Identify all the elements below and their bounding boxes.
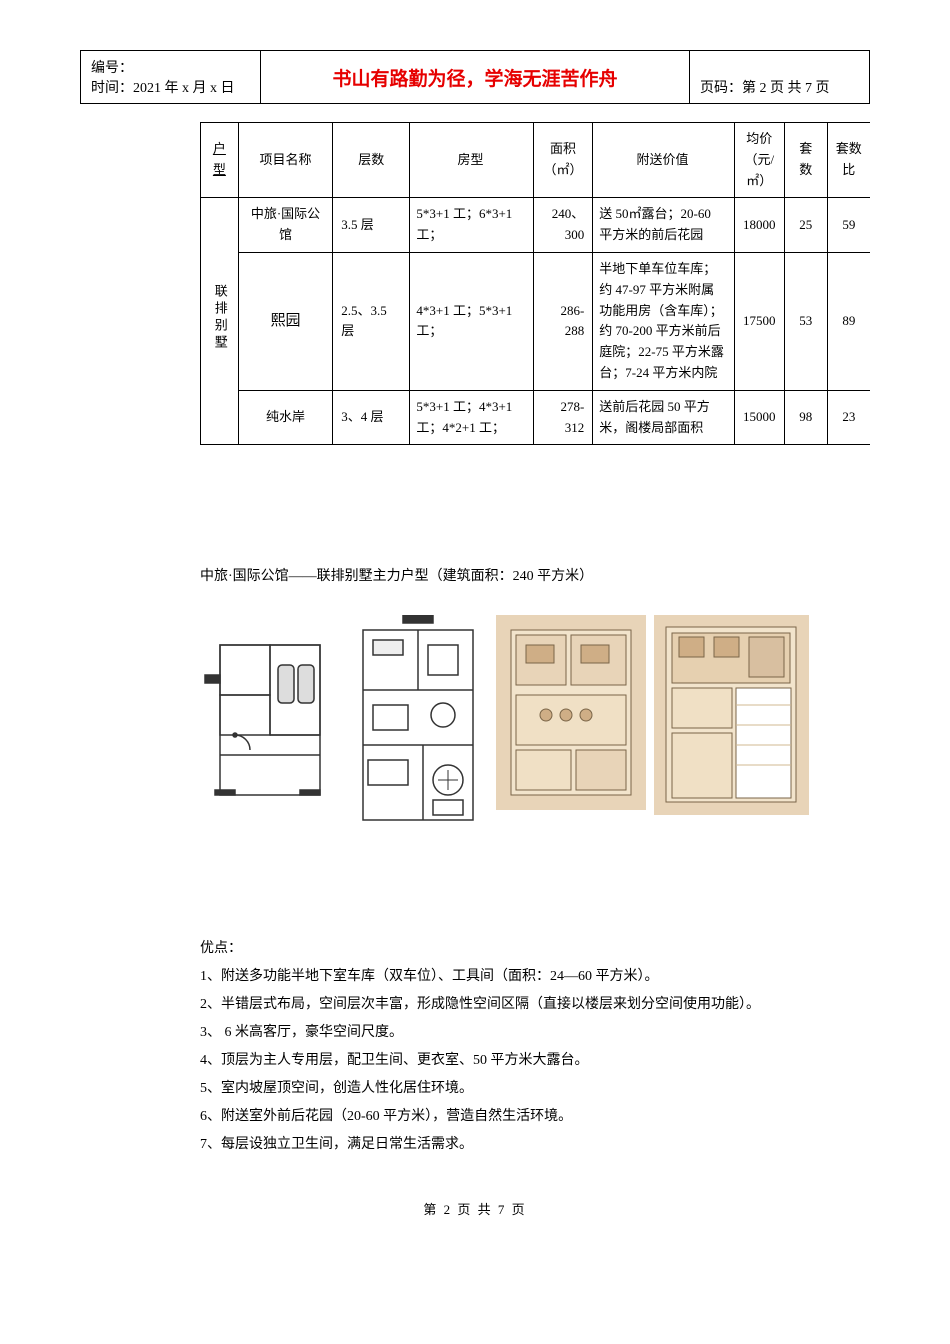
advantage-item: 1、附送多功能半地下室车库（双车位）、工具间（面积：24—60 平方米）。 [200,963,830,991]
page-value: 第 2 页 共 7 页 [742,81,830,96]
cell-qty: 53 [784,252,827,390]
section-title: 中旅·国际公馆——联排别墅主力户型（建筑面积：240 平方米） [200,565,870,585]
cell-qty: 98 [784,390,827,445]
document-page: 编号： 时间：2021 年 x 月 x 日 书山有路勤为径，学海无涯苦作舟 页码… [0,0,950,1258]
cell-name: 熙园 [238,252,332,390]
th-floors: 层数 [333,123,410,198]
floorplan-4 [654,615,809,815]
page-label: 页码： [700,81,742,96]
page-footer: 第 2 页 共 7 页 [80,1199,870,1218]
floorplan-2 [348,615,488,835]
cell-price: 15000 [734,390,784,445]
time-value: 2021 年 x 月 x 日 [133,81,235,96]
table-row: 联排别墅 中旅·国际公馆 3.5 层 5*3+1 工；6*3+1 工； 240、… [201,198,871,253]
table-row: 熙园 2.5、3.5 层 4*3+1 工；5*3+1 工； 286-288 半地… [201,252,871,390]
cell-bonus: 送 50㎡露台；20-60 平方米的前后花园 [593,198,735,253]
advantage-item: 5、室内坡屋顶空间，创造人性化居住环境。 [200,1075,830,1103]
cell-layout: 5*3+1 工；4*3+1 工；4*2+1 工； [410,390,533,445]
advantages-heading: 优点： [200,935,830,963]
floorplan-1 [200,615,340,815]
cell-floors: 3、4 层 [333,390,410,445]
table-header-row: 户型 项目名称 层数 房型 面积（㎡） 附送价值 均价（元/㎡） 套数 套数比 [201,123,871,198]
cell-layout: 4*3+1 工；5*3+1 工； [410,252,533,390]
cell-ratio: 89 [827,252,870,390]
cell-name: 中旅·国际公馆 [238,198,332,253]
th-bonus: 附送价值 [593,123,735,198]
advantage-item: 6、附送室外前后花园（20-60 平方米），营造自然生活环境。 [200,1103,830,1131]
advantage-item: 7、每层设独立卫生间，满足日常生活需求。 [200,1131,830,1159]
table-row: 纯水岸 3、4 层 5*3+1 工；4*3+1 工；4*2+1 工； 278-3… [201,390,871,445]
th-layout: 房型 [410,123,533,198]
floorplan-3 [496,615,646,810]
header-motto: 书山有路勤为径，学海无涯苦作舟 [261,51,690,104]
advantage-item: 3、 6 米高客厅，豪华空间尺度。 [200,1019,830,1047]
cell-bonus: 半地下单车位车库；约 47-97 平方米附属功能用房（含车库）；约 70-200… [593,252,735,390]
page-header-table: 编号： 时间：2021 年 x 月 x 日 书山有路勤为径，学海无涯苦作舟 页码… [80,50,870,104]
advantage-item: 4、顶层为主人专用层，配卫生间、更衣室、50 平方米大露台。 [200,1047,830,1075]
cell-ratio: 59 [827,198,870,253]
cell-bonus: 送前后花园 50 平方米，阁楼局部面积 [593,390,735,445]
th-area: 面积（㎡） [533,123,593,198]
cell-floors: 2.5、3.5 层 [333,252,410,390]
cell-layout: 5*3+1 工；6*3+1 工； [410,198,533,253]
header-left-cell: 编号： 时间：2021 年 x 月 x 日 [81,51,261,104]
th-name: 项目名称 [238,123,332,198]
header-right-cell: 页码：第 2 页 共 7 页 [690,51,870,104]
cell-area: 240、300 [533,198,593,253]
cell-area: 278-312 [533,390,593,445]
cell-name: 纯水岸 [238,390,332,445]
cell-area: 286-288 [533,252,593,390]
th-ratio: 套数比 [827,123,870,198]
type-group-cell: 联排别墅 [201,198,239,445]
cell-price: 18000 [734,198,784,253]
cell-qty: 25 [784,198,827,253]
bianhao-label: 编号： [91,61,133,76]
cell-price: 17500 [734,252,784,390]
floorplan-row [200,615,870,835]
advantage-item: 2、半错层式布局，空间层次丰富，形成隐性空间区隔（直接以楼层来划分空间使用功能）… [200,991,830,1019]
time-label: 时间： [91,81,133,96]
cell-floors: 3.5 层 [333,198,410,253]
th-qty: 套数 [784,123,827,198]
cell-ratio: 23 [827,390,870,445]
villa-data-table: 户型 项目名称 层数 房型 面积（㎡） 附送价值 均价（元/㎡） 套数 套数比 … [200,122,870,445]
th-type: 户型 [213,141,226,177]
th-price: 均价（元/㎡） [734,123,784,198]
advantages-section: 优点： 1、附送多功能半地下室车库（双车位）、工具间（面积：24—60 平方米）… [200,935,830,1159]
